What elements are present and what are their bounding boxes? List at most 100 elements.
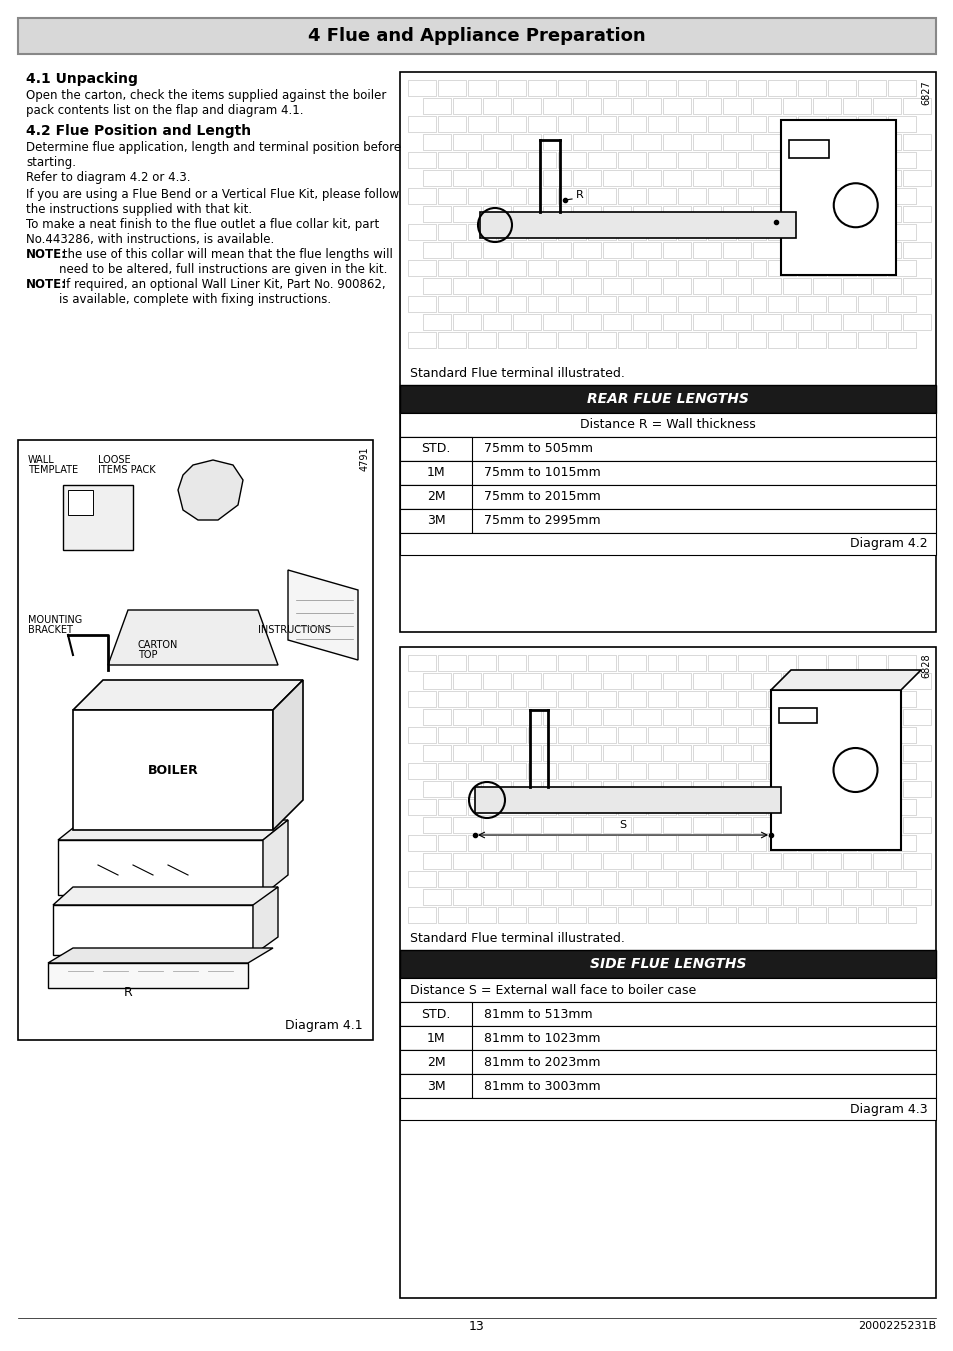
Bar	[678, 871, 705, 888]
Bar	[618, 835, 645, 851]
Bar	[827, 907, 855, 923]
Bar	[647, 296, 676, 312]
Text: Refer to diagram 4.2 or 4.3.: Refer to diagram 4.2 or 4.3.	[26, 172, 191, 184]
Bar	[782, 99, 810, 113]
Bar	[527, 655, 556, 671]
Bar	[542, 99, 571, 113]
Bar	[872, 852, 900, 869]
Bar	[782, 313, 810, 330]
Bar	[587, 80, 616, 96]
Bar	[812, 242, 841, 258]
Bar	[678, 116, 705, 132]
Bar	[527, 188, 556, 204]
Bar	[902, 709, 930, 725]
Bar	[902, 242, 930, 258]
Bar	[788, 141, 828, 158]
Bar	[422, 817, 451, 834]
Bar	[497, 690, 525, 707]
Bar	[558, 224, 585, 240]
Bar	[497, 80, 525, 96]
Bar	[782, 852, 810, 869]
Bar	[408, 763, 436, 780]
Bar	[542, 744, 571, 761]
Bar	[857, 332, 885, 349]
Bar	[468, 727, 496, 743]
Bar	[678, 835, 705, 851]
Polygon shape	[288, 570, 357, 661]
Bar	[399, 534, 935, 555]
Bar	[558, 690, 585, 707]
Bar	[399, 72, 935, 632]
Bar	[633, 99, 660, 113]
Bar	[827, 153, 855, 168]
Bar	[842, 744, 870, 761]
Bar	[558, 655, 585, 671]
Bar	[827, 655, 855, 671]
Bar	[422, 709, 451, 725]
Bar	[408, 259, 436, 276]
Bar	[558, 871, 585, 888]
Bar	[399, 1002, 472, 1025]
Bar	[872, 170, 900, 186]
Bar	[722, 817, 750, 834]
Bar	[738, 224, 765, 240]
Bar	[842, 673, 870, 689]
Bar	[399, 413, 935, 436]
Bar	[797, 727, 825, 743]
Bar	[887, 153, 915, 168]
Text: MOUNTING: MOUNTING	[28, 615, 82, 626]
Bar	[497, 907, 525, 923]
Bar	[602, 781, 630, 797]
Bar	[513, 744, 540, 761]
Bar	[678, 690, 705, 707]
Bar	[542, 170, 571, 186]
Bar	[482, 852, 511, 869]
Bar	[647, 153, 676, 168]
Bar	[887, 259, 915, 276]
Bar	[587, 116, 616, 132]
Bar	[408, 907, 436, 923]
Bar	[527, 332, 556, 349]
Bar	[408, 224, 436, 240]
Text: LOOSE: LOOSE	[98, 455, 131, 465]
Bar	[782, 170, 810, 186]
Bar	[902, 134, 930, 150]
Bar	[887, 224, 915, 240]
Bar	[437, 116, 465, 132]
Bar	[63, 485, 132, 550]
Bar	[558, 835, 585, 851]
Bar	[399, 385, 935, 413]
Bar	[678, 188, 705, 204]
Bar	[542, 781, 571, 797]
Bar	[573, 205, 600, 222]
Bar	[707, 727, 735, 743]
Text: 75mm to 2995mm: 75mm to 2995mm	[483, 515, 600, 527]
Bar	[513, 781, 540, 797]
Bar	[453, 709, 480, 725]
Bar	[752, 278, 781, 295]
Bar	[902, 817, 930, 834]
Bar	[482, 134, 511, 150]
Polygon shape	[108, 611, 277, 665]
Bar	[738, 332, 765, 349]
Bar	[468, 655, 496, 671]
Bar	[738, 871, 765, 888]
Bar	[782, 673, 810, 689]
Bar	[722, 170, 750, 186]
Bar	[408, 727, 436, 743]
Bar	[797, 188, 825, 204]
Text: 81mm to 1023mm: 81mm to 1023mm	[483, 1032, 599, 1044]
Bar	[482, 744, 511, 761]
Bar	[542, 817, 571, 834]
Bar	[767, 763, 795, 780]
Bar	[437, 835, 465, 851]
Bar	[752, 242, 781, 258]
Bar	[722, 744, 750, 761]
Bar	[857, 727, 885, 743]
Bar	[453, 242, 480, 258]
Bar	[812, 134, 841, 150]
Bar	[497, 188, 525, 204]
Bar	[453, 99, 480, 113]
Bar	[468, 116, 496, 132]
Bar	[857, 798, 885, 815]
